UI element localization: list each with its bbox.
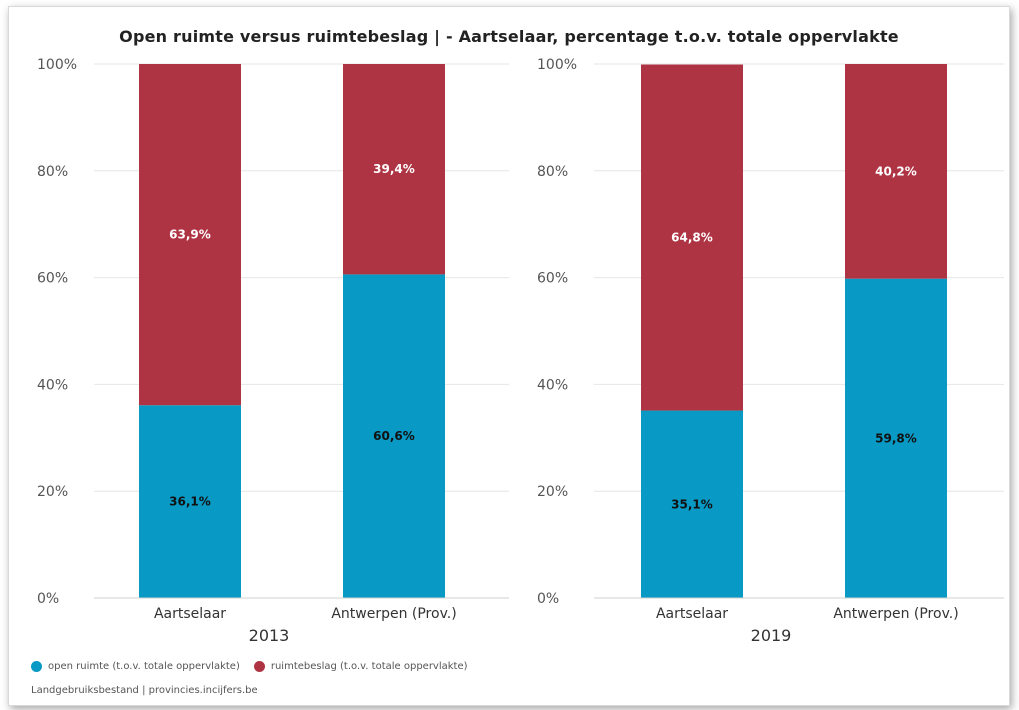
- y-tick-label: 0%: [37, 591, 59, 607]
- y-tick-label: 100%: [37, 57, 77, 73]
- legend-label-built: ruimtebeslag (t.o.v. totale oppervlakte): [270, 661, 468, 672]
- y-tick-label: 20%: [537, 484, 568, 500]
- y-tick-label: 40%: [537, 377, 568, 393]
- data-label: 64,8%: [671, 231, 713, 245]
- y-tick-label: 60%: [37, 271, 68, 287]
- y-tick-label: 60%: [537, 271, 568, 287]
- y-tick-label: 80%: [37, 164, 68, 180]
- x-tick-label: Aartselaar: [656, 606, 728, 622]
- bar-segment: [845, 278, 947, 598]
- source-note: Landgebruiksbestand | provincies.incijfe…: [31, 685, 258, 696]
- data-label: 39,4%: [373, 162, 415, 176]
- y-tick-label: 0%: [537, 591, 559, 607]
- chart-canvas: 0% 20% 40% 60% 80% 100% 36,1% 63,9% Aartselaar 60…: [37, 57, 1004, 645]
- y-tick-label: 80%: [537, 164, 568, 180]
- data-label: 35,1%: [671, 497, 713, 511]
- legend-item-open[interactable]: open ruimte (t.o.v. totale oppervlakte): [31, 661, 240, 672]
- data-label: 36,1%: [169, 495, 211, 509]
- bar-segment: [139, 405, 241, 598]
- data-label: 60,6%: [373, 429, 415, 443]
- group-label: 2013: [249, 626, 290, 645]
- legend-swatch-open: [31, 661, 42, 672]
- data-label: 59,8%: [875, 431, 917, 445]
- y-tick-label: 20%: [37, 484, 68, 500]
- legend-swatch-built: [253, 661, 265, 672]
- chart-title: Open ruimte versus ruimtebeslag | - Aart…: [119, 27, 899, 46]
- group-label: 2019: [751, 626, 792, 645]
- x-tick-label: Antwerpen (Prov.): [833, 606, 958, 622]
- x-tick-label: Antwerpen (Prov.): [331, 606, 456, 622]
- bar-segment: [343, 64, 445, 275]
- legend: open ruimte (t.o.v. totale oppervlakte) …: [31, 661, 482, 672]
- y-tick-label: 100%: [537, 57, 577, 73]
- bar-segment: [641, 64, 743, 411]
- bar-segment: [343, 274, 445, 598]
- legend-item-built[interactable]: ruimtebeslag (t.o.v. totale oppervlakte): [253, 661, 468, 672]
- legend-label-open: open ruimte (t.o.v. totale oppervlakte): [48, 661, 240, 672]
- y-tick-label: 40%: [37, 377, 68, 393]
- bar-segment: [139, 64, 241, 406]
- bar-segment: [845, 64, 947, 279]
- data-label: 40,2%: [875, 164, 917, 178]
- bar-segment: [641, 410, 743, 598]
- x-tick-label: Aartselaar: [154, 606, 226, 622]
- data-label: 63,9%: [169, 228, 211, 242]
- chart-frame: Open ruimte versus ruimtebeslag | - Aart…: [8, 6, 1010, 706]
